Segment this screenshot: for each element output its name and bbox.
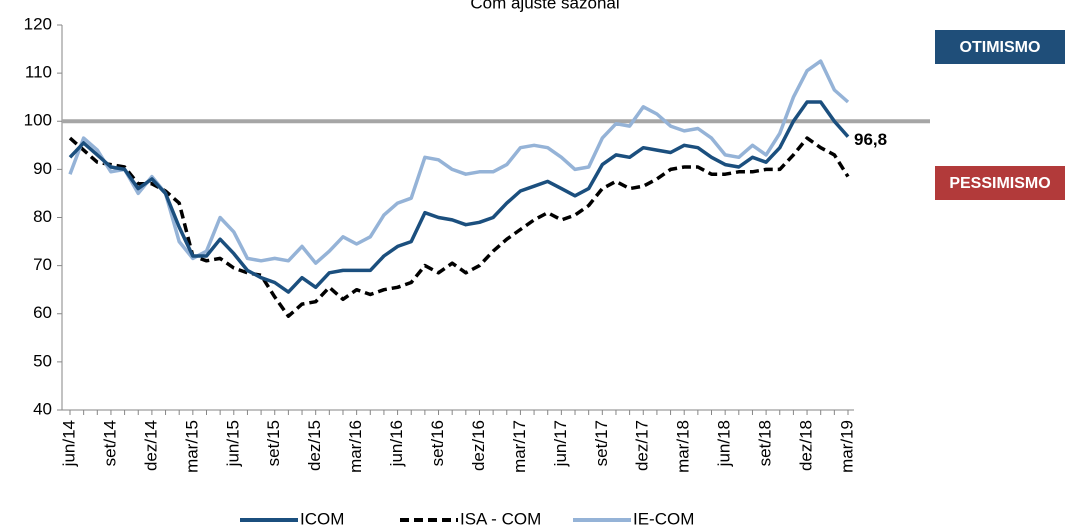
badge-box bbox=[935, 166, 1065, 200]
x-tick-label: dez/16 bbox=[469, 420, 488, 471]
data-label: 96,8 bbox=[854, 130, 887, 149]
y-tick-label: 80 bbox=[33, 207, 52, 226]
x-tick-label: jun/16 bbox=[387, 420, 406, 467]
x-tick-label: mar/16 bbox=[346, 420, 365, 473]
legend-label: ICOM bbox=[300, 509, 344, 528]
badge-optimism: OTIMISMO bbox=[935, 30, 1065, 64]
badge-pessimism: PESSIMISMO bbox=[935, 166, 1065, 200]
legend-item: ISA - COM bbox=[400, 509, 541, 528]
legend-label: ISA - COM bbox=[460, 509, 541, 528]
badge-box bbox=[935, 30, 1065, 64]
legend-item: IE-COM bbox=[573, 509, 694, 528]
x-tick-label: jun/15 bbox=[223, 420, 242, 467]
x-tick-label: set/18 bbox=[756, 420, 775, 466]
y-tick-label: 120 bbox=[24, 14, 52, 33]
x-tick-label: set/16 bbox=[428, 420, 447, 466]
x-tick-label: set/15 bbox=[264, 420, 283, 466]
x-tick-label: mar/18 bbox=[674, 420, 693, 473]
x-tick-label: set/14 bbox=[100, 420, 119, 466]
x-tick-label: dez/17 bbox=[633, 420, 652, 471]
x-tick-label: mar/19 bbox=[837, 420, 856, 473]
x-tick-label: jun/18 bbox=[715, 420, 734, 467]
y-tick-label: 100 bbox=[24, 111, 52, 130]
badge-label: OTIMISMO bbox=[960, 39, 1041, 56]
x-tick-label: dez/18 bbox=[797, 420, 816, 471]
y-tick-label: 60 bbox=[33, 303, 52, 322]
y-tick-label: 50 bbox=[33, 351, 52, 370]
x-tick-label: mar/15 bbox=[182, 420, 201, 473]
y-tick-label: 40 bbox=[33, 399, 52, 418]
x-tick-label: dez/15 bbox=[305, 420, 324, 471]
legend-item: ICOM bbox=[240, 509, 344, 528]
x-tick-label: jun/14 bbox=[59, 420, 78, 467]
x-tick-label: jun/17 bbox=[551, 420, 570, 467]
x-tick-label: set/17 bbox=[592, 420, 611, 466]
series-line bbox=[68, 59, 850, 265]
y-tick-label: 110 bbox=[25, 63, 52, 82]
y-tick-label: 90 bbox=[33, 159, 52, 178]
chart-title: Com ajuste sazonal bbox=[470, 0, 619, 12]
legend-label: IE-COM bbox=[633, 509, 694, 528]
series-line bbox=[68, 100, 850, 294]
x-tick-label: mar/17 bbox=[510, 420, 529, 473]
badge-label: PESSIMISMO bbox=[949, 175, 1050, 192]
y-tick-label: 70 bbox=[33, 255, 52, 274]
x-tick-label: dez/14 bbox=[141, 420, 160, 471]
